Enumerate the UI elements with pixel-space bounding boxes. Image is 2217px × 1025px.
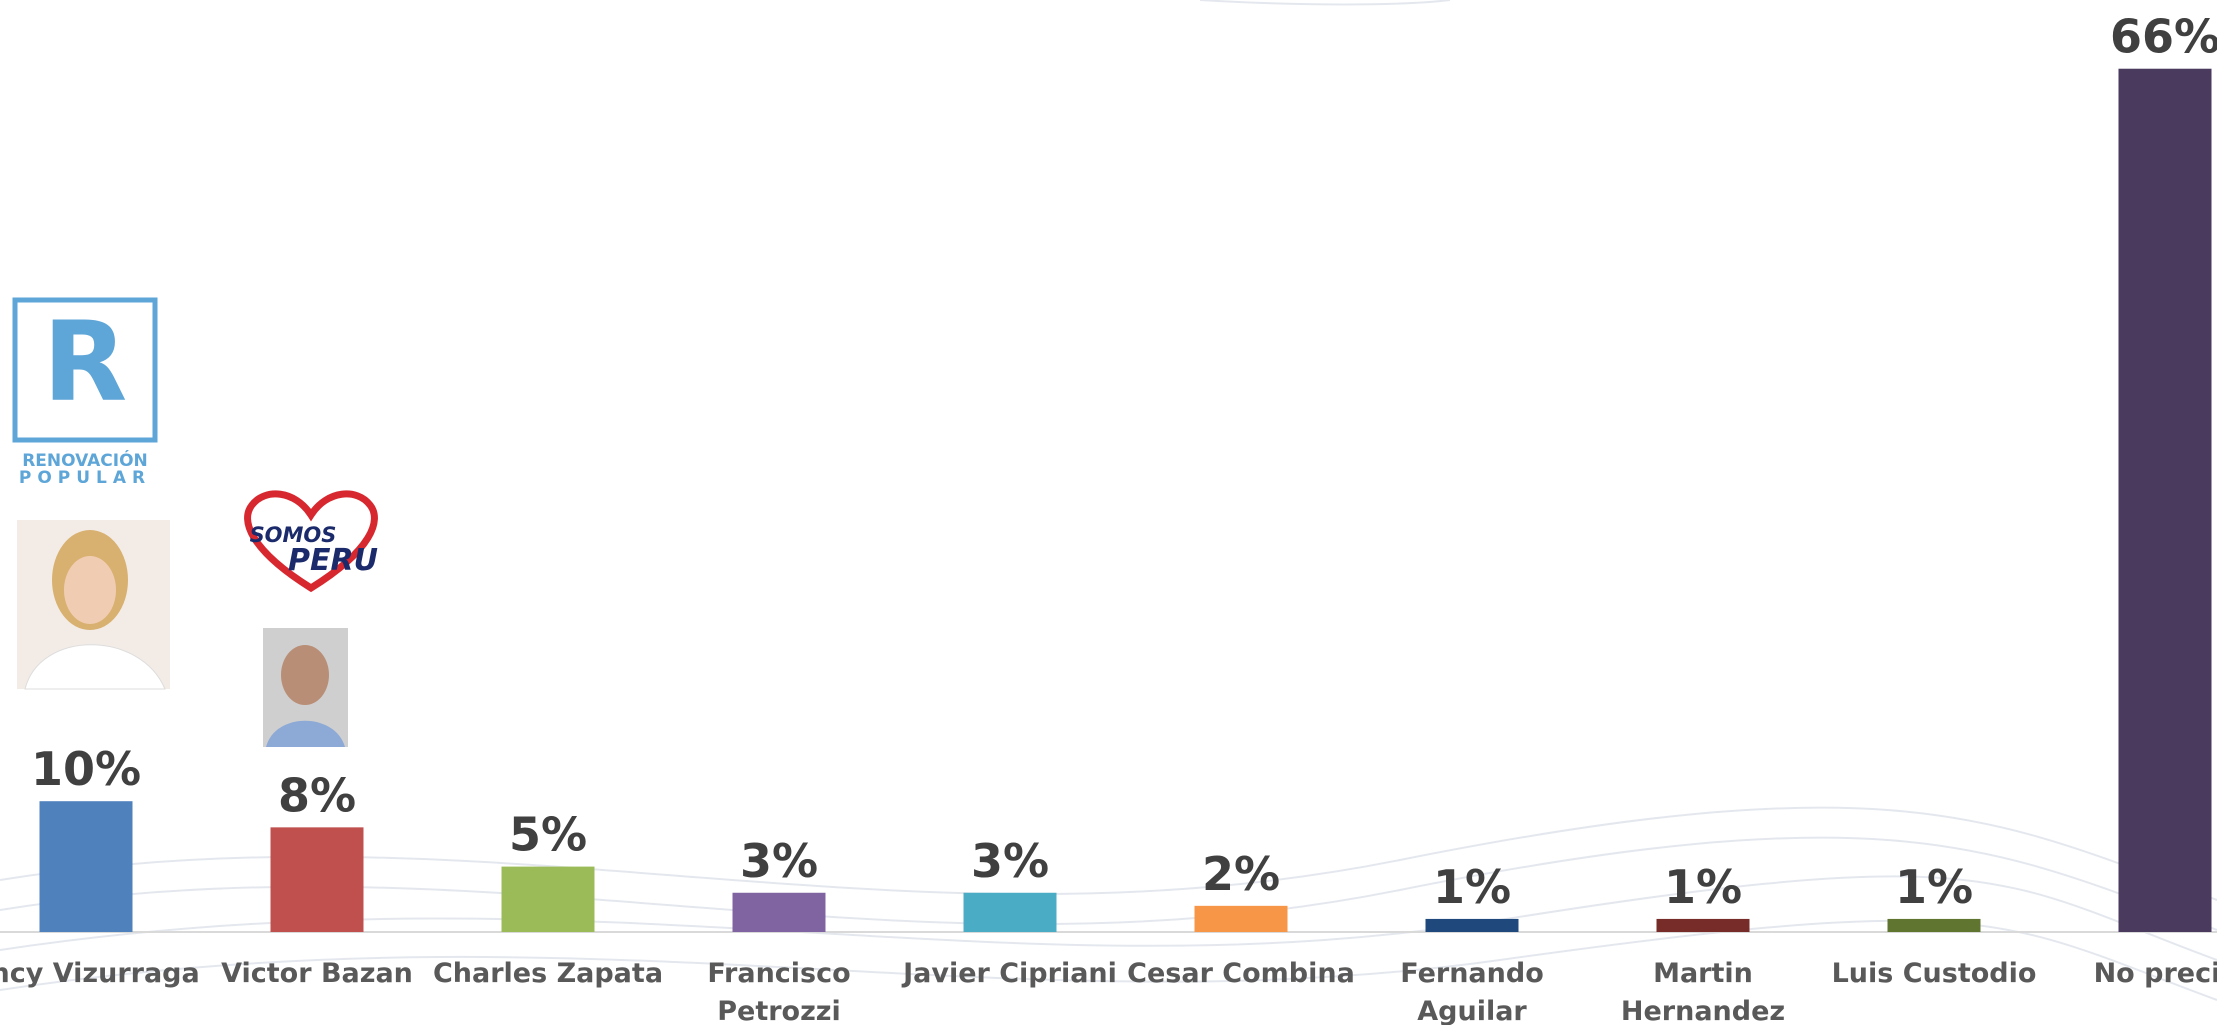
logo-text: RENOVACIÓN <box>22 449 148 471</box>
x-tick-label: Charles Zapata <box>432 958 664 989</box>
value-label: 8% <box>278 768 356 822</box>
value-label: 1% <box>1433 860 1511 914</box>
logo-text: SOMOS <box>250 523 337 547</box>
bar <box>1425 918 1519 932</box>
candidate-photo <box>263 628 348 747</box>
x-tick-label: No precis <box>2093 958 2217 989</box>
x-tick-label: Francisco Petrozzi <box>707 958 851 1025</box>
bar <box>1656 918 1750 932</box>
value-label: 3% <box>740 834 818 888</box>
value-label: 1% <box>1895 860 1973 914</box>
x-tick-label: Victor Bazan <box>221 958 413 989</box>
value-label: 3% <box>971 834 1049 888</box>
bar <box>963 892 1057 932</box>
bar <box>732 892 826 932</box>
value-label: 2% <box>1202 847 1280 901</box>
logo-letter: R <box>43 298 128 426</box>
bar <box>270 827 364 932</box>
x-tick-label: ancy Vizurraga <box>0 958 200 989</box>
bar <box>1194 905 1288 932</box>
value-label: 66% <box>2110 10 2217 64</box>
somos-peru-logo: SOMOS PERU <box>244 490 378 593</box>
x-tick-label: Luis Custodio <box>1831 958 2037 989</box>
logo-text: PERU <box>288 543 378 578</box>
candidate-photo <box>17 520 170 690</box>
x-tick-label: Cesar Combina <box>1127 958 1355 989</box>
value-label: 1% <box>1664 860 1742 914</box>
value-label: 10% <box>31 742 141 796</box>
bar <box>39 801 133 932</box>
renovacion-logo: R RENOVACIÓN POPULAR <box>12 297 158 488</box>
bar <box>1887 918 1981 932</box>
x-tick-label: Martin Hernandez <box>1620 958 1786 1025</box>
logo-text: POPULAR <box>19 468 151 488</box>
x-tick-label: Fernando Aguilar <box>1400 958 1544 1025</box>
bar <box>501 866 595 932</box>
value-label: 5% <box>509 808 587 862</box>
x-tick-label: Javier Cipriani <box>903 958 1117 989</box>
bar <box>2118 68 2212 933</box>
